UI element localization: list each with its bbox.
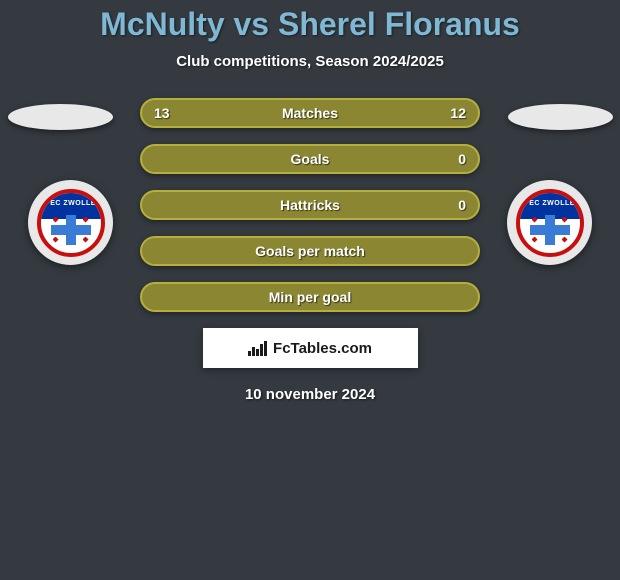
club-right-name: PEC ZWOLLE (524, 200, 575, 207)
stat-label: Min per goal (269, 289, 351, 305)
stat-row-hattricks: Hattricks 0 (140, 190, 480, 220)
stat-label: Matches (282, 105, 338, 121)
comparison-content: PEC ZWOLLE PEC ZWOLLE 13 Matches 12 G (0, 98, 620, 403)
club-right-badge: PEC ZWOLLE (507, 180, 592, 265)
player-left-avatar (8, 104, 113, 130)
stat-left-value: 13 (154, 105, 170, 121)
comparison-subtitle: Club competitions, Season 2024/2025 (0, 53, 620, 70)
player-right-avatar (508, 104, 613, 130)
comparison-title: McNulty vs Sherel Floranus (0, 0, 620, 43)
stat-row-goals: Goals 0 (140, 144, 480, 174)
bar-chart-icon (248, 340, 267, 356)
stat-label: Goals per match (255, 243, 365, 259)
club-left-badge: PEC ZWOLLE (28, 180, 113, 265)
stat-label: Hattricks (280, 197, 340, 213)
stat-label: Goals (291, 151, 330, 167)
club-left-name: PEC ZWOLLE (45, 200, 96, 207)
player-right-column: PEC ZWOLLE (500, 98, 620, 265)
date-label: 10 november 2024 (140, 386, 480, 403)
stats-list: 13 Matches 12 Goals 0 Hattricks 0 Goals … (140, 98, 480, 403)
stat-row-matches: 13 Matches 12 (140, 98, 480, 128)
stat-right-value: 0 (458, 197, 466, 213)
source-link[interactable]: FcTables.com (203, 328, 418, 368)
source-brand: FcTables.com (273, 340, 372, 357)
stat-row-goals-per-match: Goals per match (140, 236, 480, 266)
player-left-column: PEC ZWOLLE (0, 98, 120, 265)
stat-right-value: 12 (450, 105, 466, 121)
stat-right-value: 0 (458, 151, 466, 167)
stat-row-min-per-goal: Min per goal (140, 282, 480, 312)
